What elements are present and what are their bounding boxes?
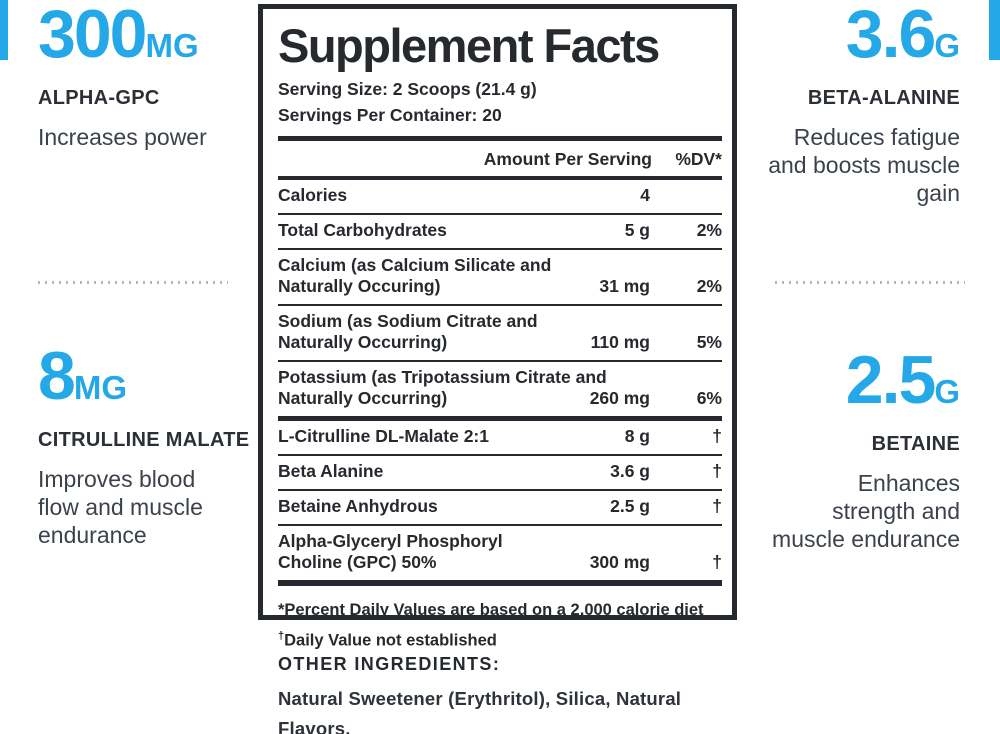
dose-number: 2.5: [845, 342, 937, 418]
table-row-calcium: Calcium (as Calcium Silicate and Natural…: [278, 250, 722, 306]
dose-value: 3.6G: [720, 0, 960, 80]
supplement-facts-panel: Supplement Facts Serving Size: 2 Scoops …: [258, 4, 737, 650]
dose-unit: MG: [145, 27, 199, 64]
nutrient-dv: †: [712, 552, 722, 572]
ingredient-name: ALPHA-GPC: [38, 87, 160, 109]
nutrient-name: Total Carbohydrates: [278, 220, 447, 240]
callout-citrulline-malate: 8MG CITRULLINE MALATE Improves blood flo…: [38, 342, 270, 549]
nutrient-dv: 2%: [696, 220, 722, 240]
table-row-alpha-gpc: Alpha-Glyceryl Phosphoryl Choline (GPC) …: [278, 526, 722, 586]
ingredient-benefit: Improves blood flow and muscle endurance: [38, 466, 203, 548]
dose-number: 3.6: [845, 0, 937, 72]
dose-unit: G: [934, 27, 960, 64]
dose-number: 8: [38, 338, 76, 414]
nutrient-amount: 8 g: [624, 426, 650, 446]
footnote-text: Daily Value not established: [284, 631, 497, 650]
table-row-potassium: Potassium (as Tripotassium Citrate and N…: [278, 362, 722, 421]
nutrient-amount: 4: [640, 185, 650, 205]
nutrient-dv: †: [712, 461, 722, 481]
ingredient-name: BETA-ALANINE: [807, 87, 960, 109]
nutrient-name: Potassium (as Tripotassium Citrate and N…: [278, 367, 607, 408]
nutrient-name: L-Citrulline DL-Malate 2:1: [278, 426, 489, 446]
nutrient-amount: 3.6 g: [610, 461, 650, 481]
ingredient-benefit: Increases power: [38, 124, 207, 150]
nutrient-name: Beta Alanine: [278, 461, 384, 481]
accent-bar-bottom-left: [0, 0, 8, 60]
dose-unit: MG: [73, 369, 127, 406]
dose-value: 8MG: [38, 342, 270, 422]
nutrient-name: Calcium (as Calcium Silicate and Natural…: [278, 255, 552, 296]
nutrient-dv: †: [712, 426, 722, 446]
column-amount-per-serving: Amount Per Serving: [483, 149, 652, 169]
nutrient-name: Calories: [278, 185, 348, 205]
nutrient-dv: 2%: [696, 276, 722, 296]
nutrient-name: Alpha-Glyceryl Phosphoryl Choline (GPC) …: [278, 531, 503, 572]
callout-alpha-gpc: 300MG ALPHA-GPC Increases power: [38, 0, 266, 151]
table-row-calories: Calories 4: [278, 180, 722, 215]
table-row-sodium: Sodium (as Sodium Citrate and Naturally …: [278, 306, 722, 362]
serving-size: Serving Size: 2 Scoops (21.4 g): [278, 79, 537, 99]
ingredient-benefit: Reduces fatigue and boosts muscle gain: [768, 124, 960, 206]
table-header: Amount Per Serving %DV*: [278, 141, 722, 180]
ingredient-name: BETAINE: [871, 433, 960, 455]
nutrient-dv: 6%: [696, 388, 722, 408]
callout-betaine: 2.5G BETAINE Enhances strength and muscl…: [708, 346, 960, 553]
footnote-text: Percent Daily Values are based on a 2,00…: [284, 601, 704, 619]
footnote-marker: *: [278, 601, 285, 619]
nutrient-amount: 110 mg: [590, 332, 650, 352]
other-ingredients-section: OTHER INGREDIENTS: Natural Sweetener (Er…: [278, 654, 728, 734]
nutrient-dv: †: [712, 496, 722, 516]
dagger-marker: †: [278, 630, 285, 642]
nutrient-dv: 5%: [696, 332, 722, 352]
nutrient-amount: 5 g: [624, 220, 650, 240]
callout-beta-alanine: 3.6G BETA-ALANINE Reduces fatigue and bo…: [720, 0, 960, 207]
nutrient-amount: 300 mg: [589, 552, 650, 572]
ingredient-name: CITRULLINE MALATE: [38, 429, 250, 451]
panel-title: Supplement Facts: [278, 19, 660, 72]
nutrient-amount: 260 mg: [589, 388, 650, 408]
other-ingredients-heading: OTHER INGREDIENTS:: [278, 654, 501, 674]
table-row-l-citrulline: L-Citrulline DL-Malate 2:1 8 g †: [278, 421, 722, 456]
nutrient-amount: 2.5 g: [610, 496, 650, 516]
dose-unit: G: [934, 373, 960, 410]
dose-number: 300: [38, 0, 147, 72]
table-row-total-carbohydrates: Total Carbohydrates 5 g 2%: [278, 215, 722, 250]
dotted-divider-right: [775, 281, 965, 284]
dose-value: 2.5G: [708, 346, 960, 426]
servings-per-container: Servings Per Container: 20: [278, 105, 502, 125]
table-row-beta-alanine: Beta Alanine 3.6 g †: [278, 456, 722, 491]
footnote-daily-value: †Daily Value not established: [278, 623, 722, 654]
other-ingredients-list: Natural Sweetener (Erythritol), Silica, …: [278, 688, 682, 734]
nutrient-name: Sodium (as Sodium Citrate and Naturally …: [278, 311, 538, 352]
dotted-divider-left: [38, 281, 228, 284]
dose-value: 300MG: [38, 0, 266, 80]
ingredient-benefit: Enhances strength and muscle endurance: [772, 470, 960, 552]
column-percent-dv: %DV*: [675, 149, 722, 169]
table-row-betaine-anhydrous: Betaine Anhydrous 2.5 g †: [278, 491, 722, 526]
footnote-percent-dv: *Percent Daily Values are based on a 2,0…: [278, 597, 722, 623]
footnotes: *Percent Daily Values are based on a 2,0…: [278, 586, 722, 654]
nutrient-amount: 31 mg: [599, 276, 650, 296]
divider-thick: [278, 136, 722, 141]
accent-bar-bottom-right: [989, 0, 1000, 60]
nutrient-name: Betaine Anhydrous: [278, 496, 438, 516]
